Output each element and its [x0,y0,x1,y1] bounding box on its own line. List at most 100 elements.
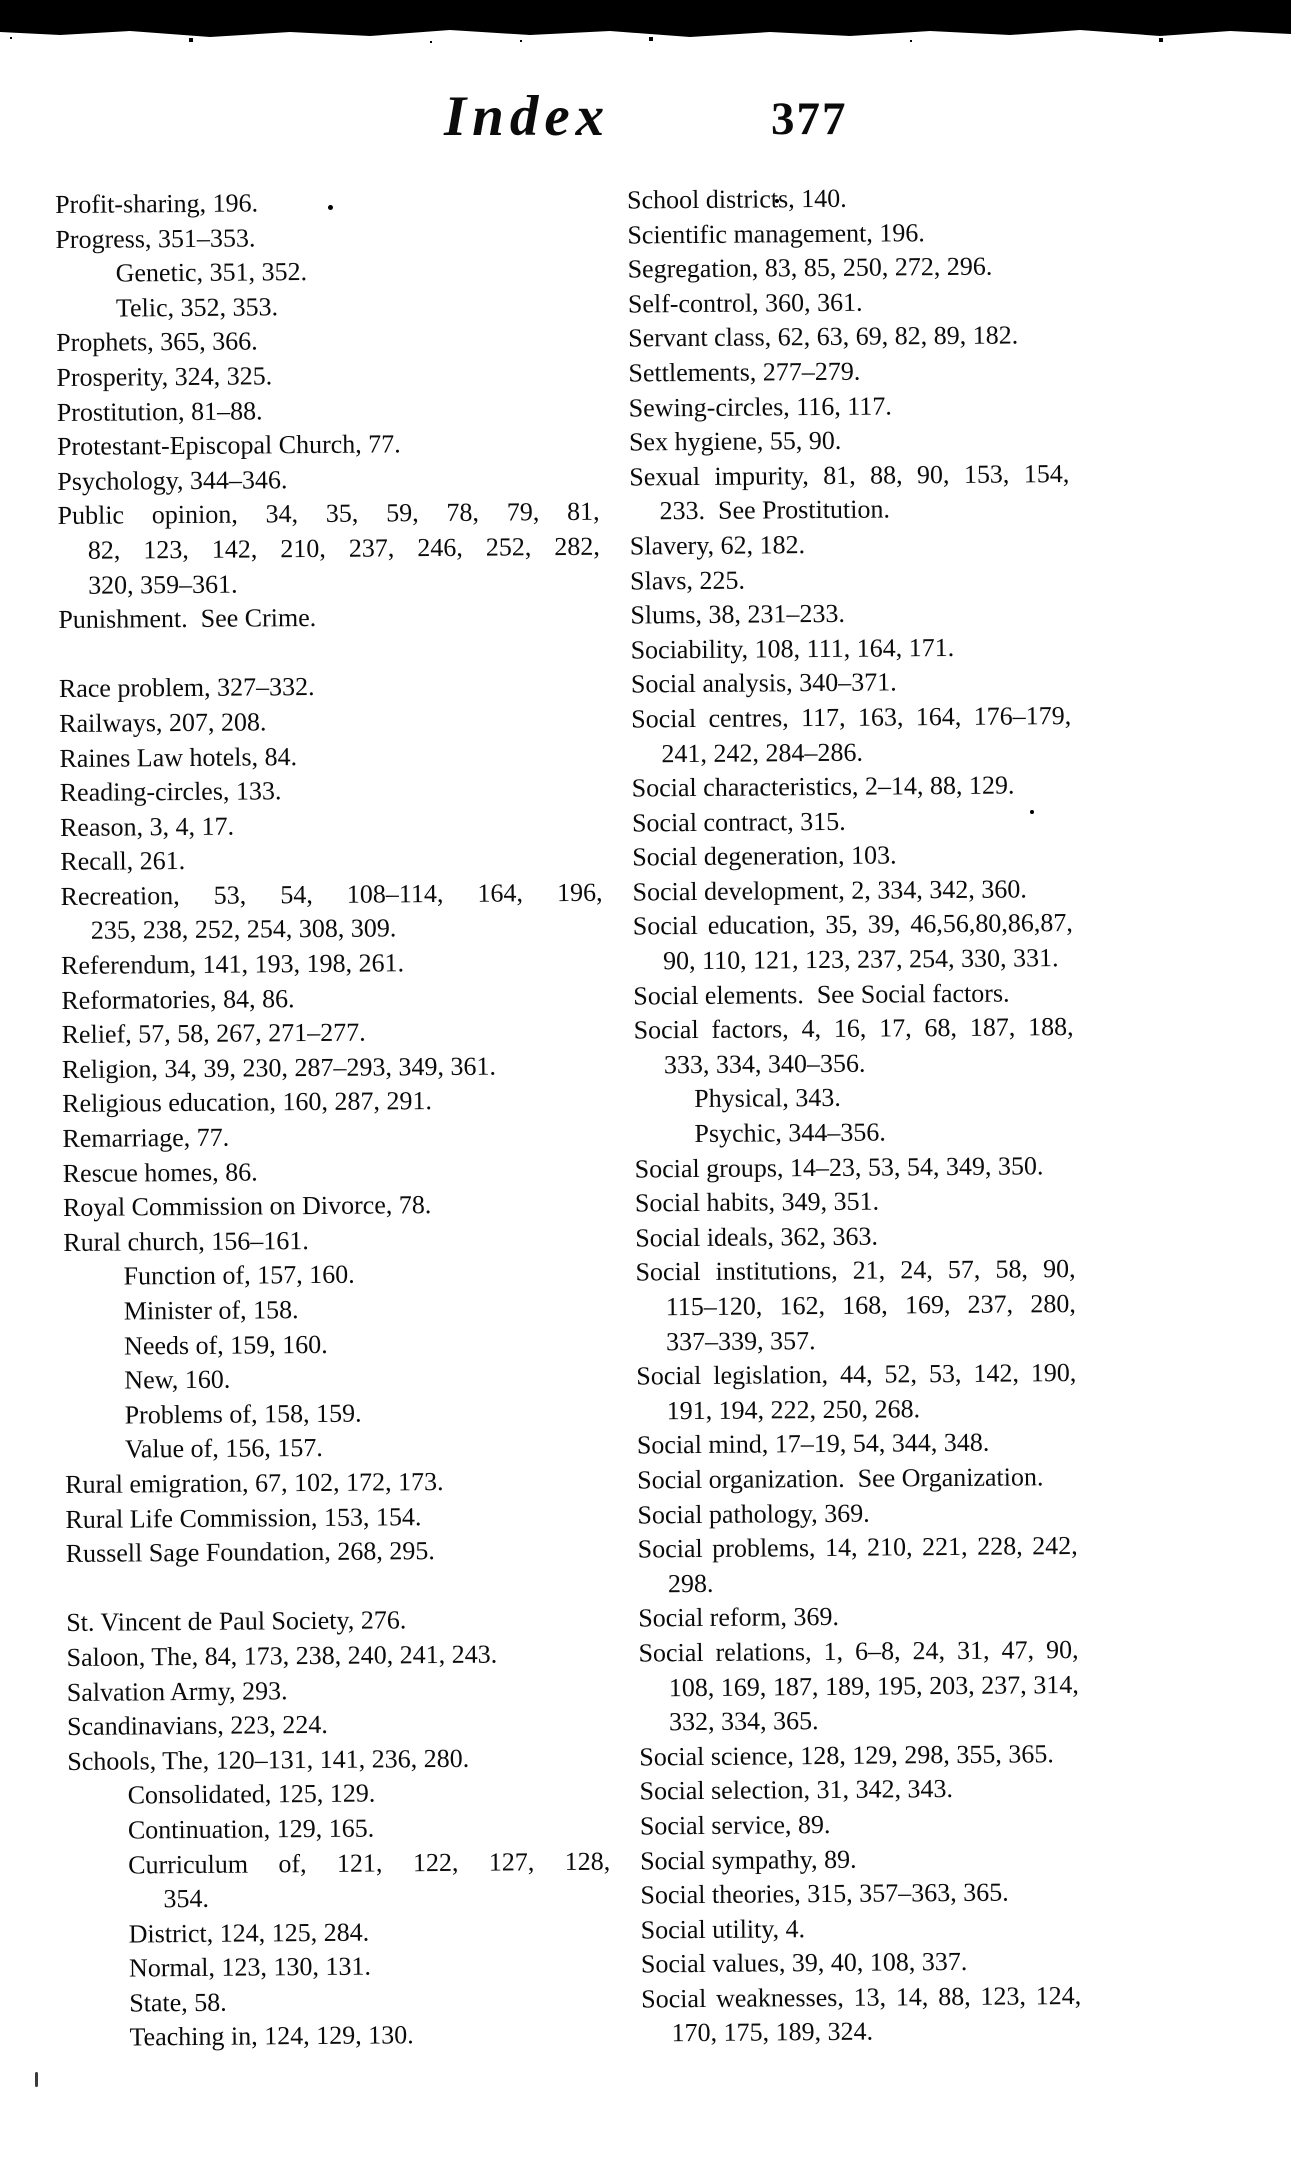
index-entry-line: 233. See Prostitution. [659,494,891,526]
index-entry-line: Referendum, 141, 193, 198, 261. [60,948,405,981]
index-entry-line: Social theories, 315, 357–363, 365. [640,1877,1009,1910]
index-entry-line: Physical, 343. [694,1083,841,1114]
index-entry-line: Reason, 3, 4, 17. [59,811,235,842]
index-entry-line: Rural emigration, 67, 102, 172, 173. [65,1466,444,1499]
index-body: Profit-sharing, 196. Progress, 351–353. Ge… [55,180,1082,2056]
index-entry-line: Royal Commission on Divorce, 78. [62,1190,432,1223]
index-entry-line: Relief, 57, 58, 267, 271–277. [61,1017,366,1050]
index-entry-line: Value of, 156, 157. [124,1433,323,1464]
index-entry-line: Scandinavians, 223, 224. [66,1710,328,1742]
scan-speckle [1030,810,1034,814]
index-entry-line: Recreation, 53, 54, 108–114, 164, 196, [60,877,603,911]
index-entry-line: Normal, 123, 130, 131. [128,1951,372,1983]
index-entry-line: 90, 110, 121, 123, 237, 254, 330, 331. [662,943,1059,976]
index-entry-line: Social weaknesses, 13, 14, 88, 123, 124, [641,1980,1082,2014]
index-entry-line: Sociability, 108, 111, 164, 171. [630,632,955,665]
index-column-left: Profit-sharing, 196. Progress, 351–353. Ge… [55,184,612,2056]
index-entry-line: Consolidated, 125, 129. [127,1778,376,1810]
index-entry-line: Social centres, 117, 163, 164, 176–179, [631,700,1072,734]
index-entry-line: St. Vincent de Paul Society, 276. [66,1605,407,1638]
index-entry-line: Social legislation, 44, 52, 53, 142, 190… [636,1358,1077,1391]
index-entry-line: Psychology, 344–346. [57,464,288,496]
index-entry-line: Russell Sage Foundation, 268, 295. [65,1536,435,1569]
index-entry-line: Sex hygiene, 55, 90. [628,425,842,457]
index-entry-line: Curriculum of, 121, 122, 127, 128, [128,1846,611,1879]
index-entry-line: Social utility, 4. [640,1913,806,1945]
index-entry-line: Social ideals, 362, 363. [635,1221,879,1253]
index-entry-line: 82, 123, 142, 210, 237, 246, 252, 282, [87,531,600,565]
index-entry-line: District, 124, 125, 284. [128,1917,370,1949]
index-entry-line: Social factors, 4, 16, 17, 68, 187, 188, [633,1012,1074,1045]
index-entry-line: 170, 175, 189, 324. [671,2017,874,2048]
index-entry-line: Religion, 34, 39, 230, 287–293, 349, 361… [61,1051,497,1084]
index-entry-line: New, 160. [124,1364,231,1395]
index-entry-line: Psychic, 344–356. [694,1117,886,1149]
index-entry-line: Servant class, 62, 63, 69, 82, 89, 182. [628,320,1019,353]
scan-speckle [775,199,779,203]
index-entry-line: Religious education, 160, 287, 291. [62,1086,433,1119]
index-entry-line: Teaching in, 124, 129, 130. [129,2020,414,2052]
index-entry-line: Social development, 2, 334, 342, 360. [632,874,1027,907]
index-entry-line: Self-control, 360, 361. [627,287,863,319]
index-entry-line: 235, 238, 252, 254, 308, 309. [90,913,397,946]
index-entry-line: 241, 242, 284–286. [661,737,864,768]
scan-speckle [328,205,333,210]
index-entry-line: Protestant-Episcopal Church, 77. [56,429,401,462]
index-entry-line: Needs of, 159, 160. [123,1329,328,1361]
index-entry-line: Social science, 128, 129, 298, 355, 365. [639,1738,1054,1772]
index-entry-line: Social education, 35, 39, 46,56,80,86,87… [632,908,1073,941]
index-entry-line: Social problems, 14, 210, 221, 228, 242, [637,1531,1078,1564]
index-entry-line: Social elements. See Social factors. [633,978,1010,1011]
index-entry-line: Social groups, 14–23, 53, 54, 349, 350. [634,1150,1044,1184]
index-entry-line: Social analysis, 340–371. [630,667,897,699]
index-entry-line: 332, 334, 365. [668,1706,819,1737]
index-entry-line: Segregation, 83, 85, 250, 272, 296. [627,251,993,284]
index-entry-line: Progress, 351–353. [55,223,256,254]
index-entry-line: Profit-sharing, 196. [55,188,259,219]
index-entry-line: 337–339, 357. [665,1325,816,1356]
index-entry-line: Slavery, 62, 182. [629,530,806,561]
index-entry-line: 320, 359–361. [88,569,238,600]
index-entry-line: 191, 194, 222, 250, 268. [666,1394,921,1426]
index-entry-line: Genetic, 351, 352. [115,257,308,288]
index-entry-line: Rural church, 156–161. [63,1225,309,1257]
index-entry-line: 333, 334, 340–356. [663,1048,866,1080]
index-entry-line: Problems of, 158, 159. [124,1398,362,1430]
index-entry-line: Remarriage, 77. [62,1122,230,1154]
index-entry-line: Race problem, 327–332. [58,672,315,704]
index-entry-line: Scientific management, 196. [627,217,925,250]
index-entry-line: 298. [667,1568,714,1598]
index-entry-line: Social institutions, 21, 24, 57, 58, 90, [635,1254,1076,1287]
index-entry-line: State, 58. [129,1987,227,2018]
page-title: Index [444,85,611,148]
index-entry-line: Social selection, 31, 342, 343. [639,1774,954,1806]
index-entry-line: Social values, 39, 40, 108, 337. [640,1947,968,1979]
index-entry-line: Social contract, 315. [631,806,846,838]
index-entry-line: Prosperity, 324, 325. [56,361,273,392]
index-entry-line: Saloon, The, 84, 173, 238, 240, 241, 243… [66,1639,498,1672]
index-entry-line: Minister of, 158. [123,1295,299,1326]
index-entry-line: Public opinion, 34, 35, 59, 78, 79, 81, [57,497,600,531]
index-entry-line: Social habits, 349, 351. [634,1186,880,1218]
index-entry-line: Railways, 207, 208. [59,707,267,738]
index-entry-line: Rescue homes, 86. [62,1157,258,1188]
index-entry-line: Schools, The, 120–131, 141, 236, 280. [67,1743,470,1776]
index-entry-line: Sexual impurity, 81, 88, 90, 153, 154, [629,458,1070,492]
index-entry-line: Continuation, 129, 165. [127,1813,375,1845]
index-entry-line: Social characteristics, 2–14, 88, 129. [631,770,1015,803]
index-entry-line: Settlements, 277–279. [628,356,861,388]
index-entry-line: Reading-circles, 133. [59,776,282,808]
index-entry-line: Punishment. See Crime. [58,603,317,635]
index-entry-line: Social service, 89. [639,1809,831,1841]
index-entry-line: Social relations, 1, 6–8, 24, 31, 47, 90… [638,1634,1079,1668]
index-entry-line: Rural Life Commission, 153, 154. [65,1501,422,1534]
index-entry-line: Social pathology, 369. [637,1498,870,1530]
index-entry-line: Slums, 38, 231–233. [630,598,846,630]
index-entry-line: Prophets, 365, 366. [56,326,258,358]
index-entry-line: School districts, 140. [626,183,847,215]
index-entry-line: Social mind, 17–19, 54, 344, 348. [636,1428,990,1460]
index-entry-line: 354. [163,1883,210,1914]
page-number: 377 [771,93,848,145]
index-entry-line: Social organization. See Organization. [637,1462,1044,1495]
